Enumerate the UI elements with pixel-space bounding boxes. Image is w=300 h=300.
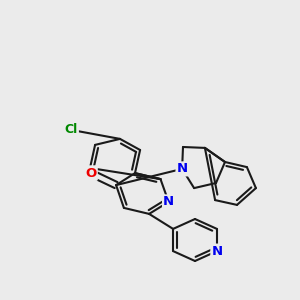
Text: N: N [211, 244, 223, 258]
Text: N: N [163, 195, 174, 208]
Text: Cl: Cl [64, 123, 78, 136]
Text: Cl: Cl [64, 123, 78, 136]
Text: N: N [176, 162, 188, 176]
Text: O: O [85, 167, 97, 180]
Text: O: O [85, 167, 97, 180]
